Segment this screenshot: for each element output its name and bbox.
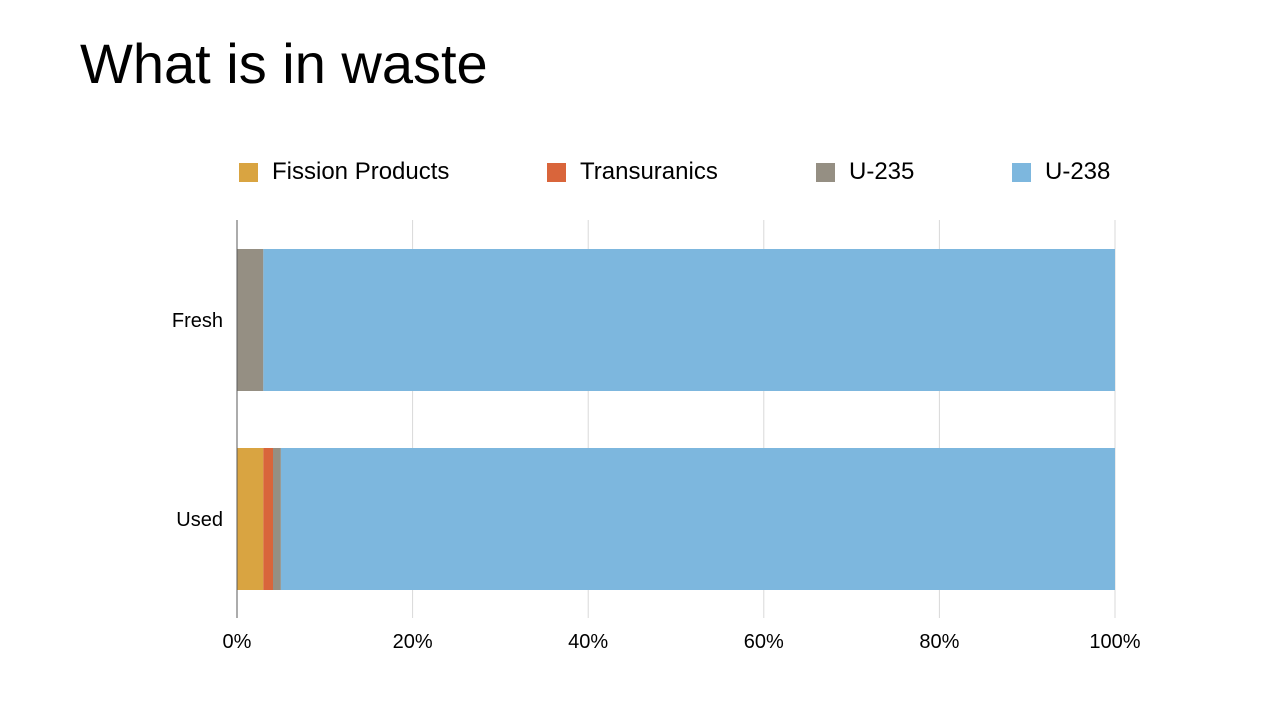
- x-tick-label: 40%: [568, 631, 608, 653]
- legend-swatch-fission-products: [239, 162, 258, 182]
- bar-segment-used-transuranics: [263, 448, 273, 590]
- bar-segment-used-u-235: [272, 448, 281, 590]
- legend-label-u238: U-238: [1045, 158, 1111, 185]
- bars: [237, 249, 1116, 590]
- slide-title: What is in waste: [80, 32, 488, 95]
- x-tick-label: 20%: [393, 631, 433, 653]
- legend-item-fission-products: Fission Products: [239, 158, 449, 186]
- legend-item-transuranics: Transuranics: [547, 158, 718, 186]
- legend-item-u235: U-235: [816, 158, 914, 186]
- legend-swatch-u238: [1012, 162, 1031, 182]
- bar-segment-fresh-u-235: [237, 249, 264, 391]
- legend-label-u235: U-235: [849, 158, 915, 185]
- x-tick-label: 80%: [919, 631, 959, 653]
- category-label-fresh: Fresh: [172, 310, 223, 332]
- legend-item-u238: U-238: [1012, 158, 1110, 186]
- legend-swatch-transuranics: [547, 162, 566, 182]
- bar-segment-fresh-u-238: [263, 249, 1116, 391]
- x-tick-label: 0%: [223, 631, 252, 653]
- axis-labels: 0% 20% 40% 60% 80% 100% Fresh Used: [172, 310, 1141, 653]
- legend-label-transuranics: Transuranics: [580, 158, 718, 185]
- category-label-used: Used: [176, 509, 223, 531]
- legend-label-fission-products: Fission Products: [272, 158, 450, 185]
- legend-swatch-u235: [816, 162, 835, 182]
- chart-legend: Fission Products Transuranics U-235 U-23…: [0, 158, 1280, 188]
- bar-segment-used-u-238: [280, 448, 1115, 590]
- x-tick-label: 100%: [1089, 631, 1140, 653]
- x-tick-label: 60%: [744, 631, 784, 653]
- bar-segment-used-fission-products: [237, 448, 264, 590]
